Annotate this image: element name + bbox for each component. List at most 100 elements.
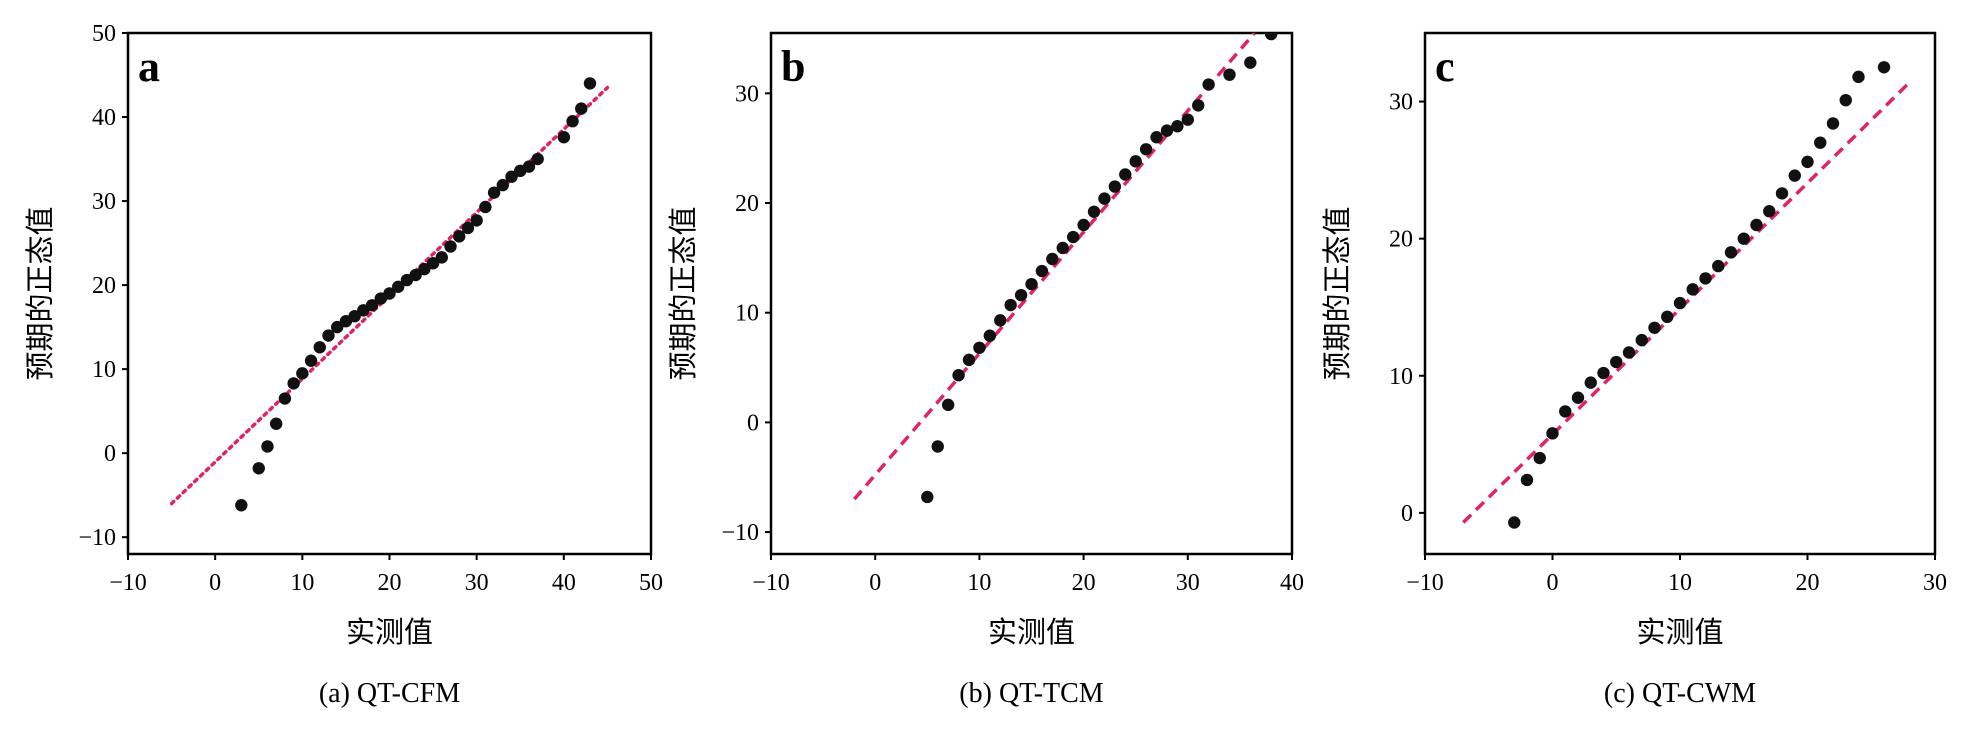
panel-c-point	[1826, 117, 1840, 130]
panel-b-point	[1025, 277, 1038, 291]
panel-a-y-tick-label: 20	[92, 273, 116, 299]
panel-a-y-tick-label: 30	[92, 189, 116, 215]
panel-b-y-tick-label: 30	[735, 81, 759, 107]
panel-a-point	[522, 160, 536, 173]
panel-b-point	[1192, 99, 1205, 112]
panel-c: −10 0 10 20 30 0 10 20 30 c 实测值 预期的正态值 (c) QT-CW…	[1320, 31, 1947, 709]
panel-a-letter: a	[138, 42, 160, 91]
panel-b-point	[1264, 33, 1278, 41]
panel-b-point	[1139, 143, 1153, 156]
panel-a-point	[566, 115, 579, 128]
panel-a-x-tick-label: −10	[109, 570, 147, 596]
panel-c-reference-line-layer	[1462, 81, 1911, 524]
panel-b-x-tick-label: 20	[1072, 570, 1096, 596]
panel-a-point	[557, 131, 571, 144]
panel-c-x-tick-label: −10	[1406, 570, 1444, 596]
panel-c-point	[1559, 405, 1572, 418]
panel-c-point	[1610, 355, 1623, 369]
panel-b-point	[1202, 78, 1215, 91]
panel-a: −10 0 10 20 30 40 50 −10 0 10 20 30 40 50 a 实测值 预期的正态…	[23, 21, 663, 709]
panel-c-point	[1571, 391, 1585, 404]
panel-b-reference-line	[853, 33, 1256, 501]
panel-a-point	[365, 299, 379, 312]
panel-b-point	[1223, 68, 1236, 81]
panel-a-point	[409, 268, 422, 282]
panel-b-x-tick-label: 40	[1280, 570, 1304, 596]
panel-a-point	[453, 230, 466, 243]
panel-a-point	[531, 152, 544, 166]
panel-c-x-tick-label: 10	[1668, 570, 1692, 596]
panel-b-letter: b	[781, 42, 805, 91]
panel-b: −10 0 10 20 30 40 −10 0 10 20 30 b 实测值 预期的正态值 (b) …	[666, 31, 1304, 709]
panel-c-y-tick-label: 30	[1389, 90, 1413, 116]
panel-a-ylabel: 预期的正态值	[23, 206, 57, 380]
panel-c-points-layer	[1508, 61, 1891, 529]
panel-b-point	[952, 369, 965, 382]
panel-c-point	[1712, 259, 1725, 273]
panel-b-point	[1108, 180, 1122, 193]
panel-c-point	[1839, 93, 1852, 107]
panel-a-x-tick-label: 0	[209, 570, 221, 596]
panel-a-point	[496, 178, 510, 192]
panel-b-point	[994, 314, 1007, 327]
panel-b-point	[1150, 131, 1163, 144]
panel-b-frame	[769, 31, 1294, 556]
panel-c-point	[1508, 516, 1521, 529]
panel-b-point	[1171, 120, 1184, 133]
panel-b-point	[973, 341, 986, 354]
panel-b-caption: (b) QT-TCM	[959, 678, 1104, 709]
panel-b-point	[1035, 264, 1049, 278]
panel-b-point	[1087, 205, 1101, 218]
panel-a-point	[331, 320, 344, 334]
panel-b-point	[1244, 56, 1257, 69]
panel-b-point	[931, 440, 944, 453]
panel-b-point	[1119, 168, 1132, 181]
panel-c-point	[1520, 473, 1534, 487]
panel-c-ticks-layer: −10 0 10 20 30 0 10 20 30	[1389, 90, 1947, 596]
panel-c-reference-line	[1462, 81, 1911, 524]
panel-b-point	[1077, 218, 1090, 232]
panel-a-x-tick-label: 10	[290, 570, 314, 596]
panel-a-point	[313, 341, 326, 354]
panel-b-point	[962, 353, 976, 367]
panel-a-point	[322, 329, 335, 342]
panel-c-point	[1584, 376, 1597, 389]
panel-a-point	[392, 280, 405, 293]
panel-a-x-tick-label: 30	[465, 570, 489, 596]
panel-c-ylabel: 预期的正态值	[1320, 206, 1354, 380]
panel-a-point	[461, 221, 475, 235]
panel-c-point	[1699, 272, 1712, 285]
panel-a-point	[505, 170, 518, 183]
panel-c-point	[1661, 310, 1674, 324]
panel-b-y-tick-label: 20	[735, 191, 759, 217]
panel-c-point	[1546, 427, 1559, 440]
panel-a-x-tick-label: 40	[552, 570, 576, 596]
panel-a-caption: (a) QT-CFM	[319, 678, 460, 709]
panel-a-y-tick-label: 0	[104, 441, 116, 467]
panel-c-xlabel: 实测值	[1636, 615, 1723, 649]
panel-c-y-tick-label: 0	[1401, 501, 1413, 527]
panel-c-point	[1788, 169, 1801, 182]
panel-a-point	[252, 462, 265, 475]
panel-a-point	[296, 367, 309, 380]
panel-a-point	[304, 354, 318, 367]
panel-b-point	[941, 398, 955, 412]
panel-c-x-tick-label: 20	[1796, 570, 1820, 596]
panel-a-point	[575, 102, 588, 115]
panel-c-point	[1673, 296, 1687, 310]
panel-b-reference-line-layer	[853, 33, 1256, 501]
panel-b-x-tick-label: 30	[1176, 570, 1200, 596]
panel-a-point	[348, 309, 361, 323]
panel-c-point	[1814, 136, 1827, 149]
panel-a-point	[287, 377, 300, 390]
panel-a-point	[583, 77, 597, 90]
panel-b-point	[1046, 252, 1059, 266]
panel-a-point	[261, 440, 274, 453]
panel-c-frame	[1423, 31, 1937, 556]
panel-b-x-tick-label: 10	[967, 570, 991, 596]
panel-a-y-tick-label: 10	[92, 357, 116, 383]
panel-c-y-tick-label: 20	[1389, 227, 1413, 253]
panel-a-point	[235, 499, 248, 512]
panel-a-points-layer	[235, 77, 597, 512]
